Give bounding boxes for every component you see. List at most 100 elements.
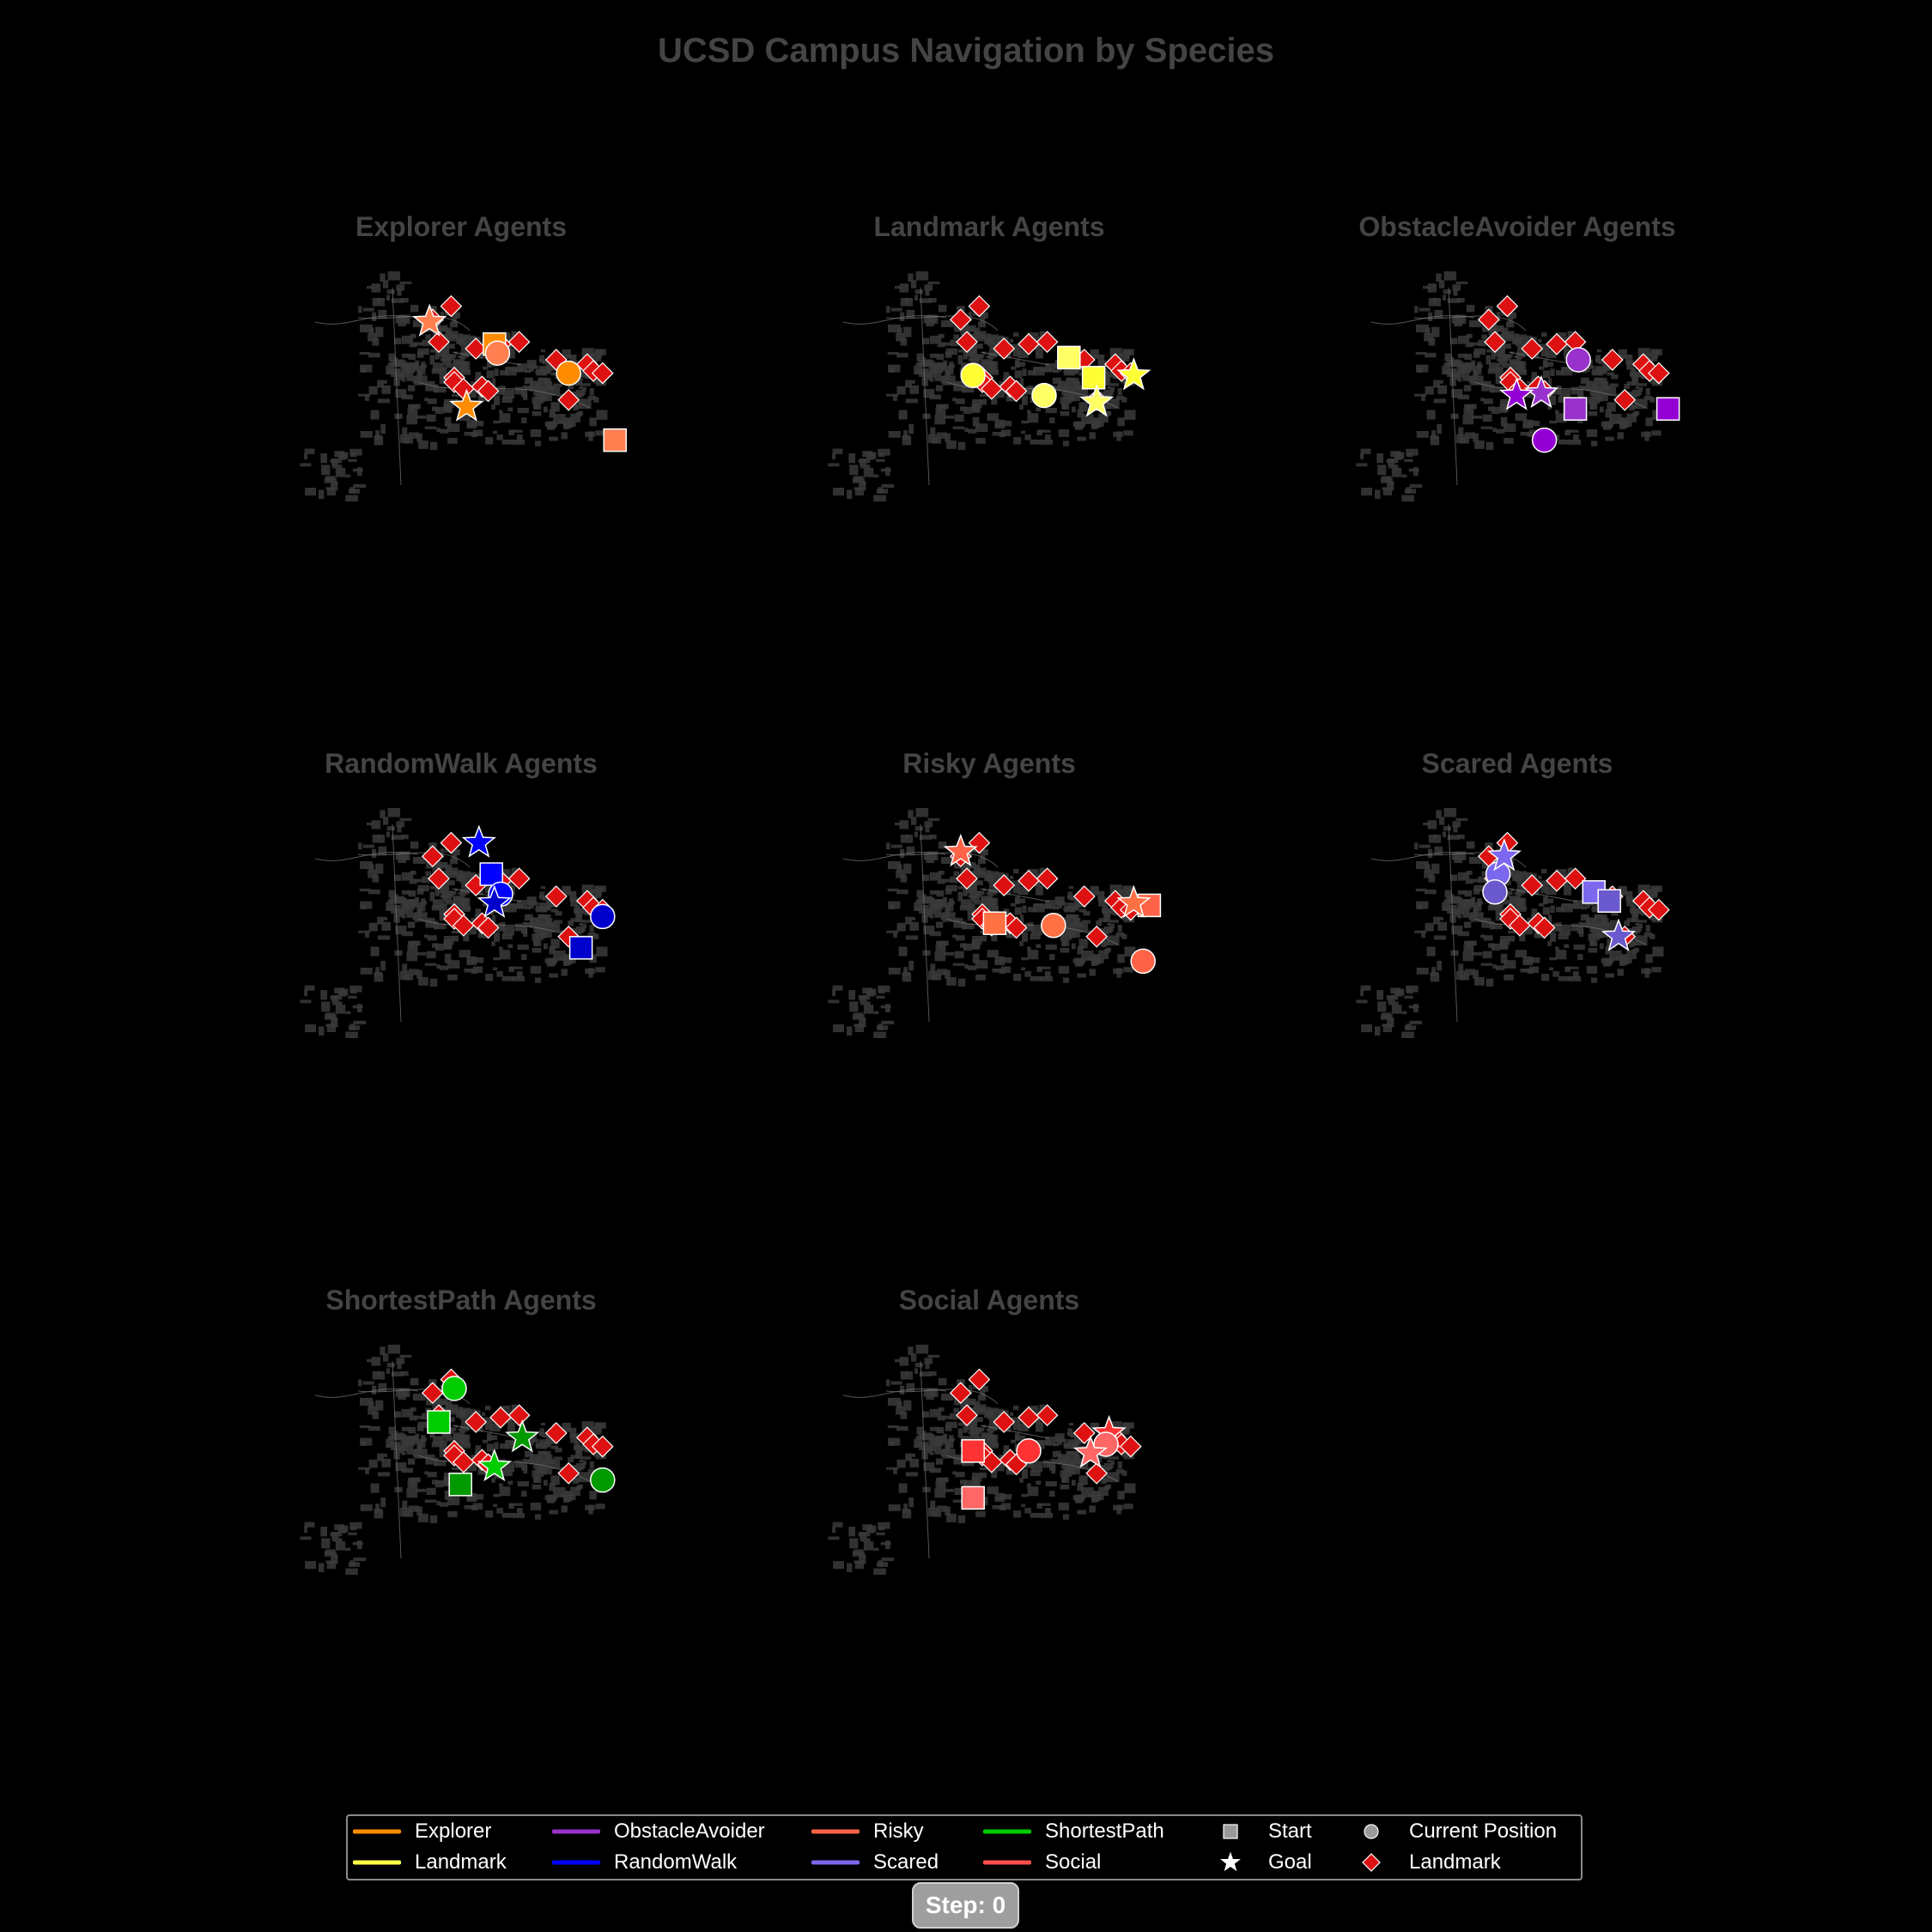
map-building — [1012, 884, 1020, 894]
map-building — [945, 888, 952, 895]
map-building — [945, 351, 952, 358]
map-building — [876, 459, 885, 462]
map-building — [507, 407, 513, 412]
map-building — [358, 930, 371, 933]
map-building — [555, 386, 561, 396]
map-building — [832, 985, 843, 991]
map-building — [1618, 349, 1627, 359]
map-building — [502, 389, 515, 399]
map-building — [960, 943, 967, 948]
map-road — [314, 852, 419, 861]
map-building — [362, 1381, 374, 1385]
map-building — [854, 1012, 864, 1018]
map-building — [544, 1479, 548, 1486]
map-building — [349, 448, 362, 456]
map-building — [536, 1442, 548, 1449]
map-road — [1370, 315, 1475, 325]
map-building — [1388, 465, 1399, 469]
map-building — [300, 999, 312, 1004]
legend-swatch — [1206, 1848, 1255, 1877]
map-building — [1516, 871, 1528, 876]
map-building — [880, 1541, 891, 1546]
map-building — [832, 1522, 843, 1528]
map-building — [1455, 908, 1464, 915]
map-building — [326, 1560, 336, 1569]
map-building — [994, 1492, 1005, 1502]
map-building — [938, 841, 947, 849]
map-building — [440, 428, 449, 434]
map-building — [1044, 1508, 1051, 1516]
map-building — [1103, 1462, 1112, 1470]
map-building — [460, 1425, 466, 1433]
map-building — [1572, 971, 1579, 979]
map-building — [401, 298, 409, 303]
map-building — [1515, 950, 1527, 958]
map-building — [1485, 349, 1498, 353]
map-building — [1419, 307, 1431, 312]
map-building — [538, 377, 547, 382]
step-button[interactable]: Step: 0 — [912, 1882, 1019, 1929]
map-building — [1100, 1467, 1110, 1472]
map-building — [414, 1449, 428, 1459]
map-building — [957, 441, 966, 450]
map-building — [1564, 429, 1571, 436]
map-building — [365, 1467, 369, 1474]
map-building — [903, 430, 908, 440]
map-building — [335, 1540, 346, 1551]
map-building — [1116, 968, 1121, 978]
map-building — [833, 1561, 844, 1570]
map-building — [1013, 974, 1022, 981]
legend-label: Current Position — [1409, 1820, 1558, 1843]
map-building — [936, 335, 942, 343]
map-building — [1103, 377, 1111, 386]
map-building — [331, 995, 339, 1003]
map-building — [331, 481, 338, 491]
map-building — [1430, 973, 1440, 982]
map-building — [439, 882, 450, 890]
map-road — [392, 823, 402, 1023]
map-building — [1580, 914, 1585, 921]
map-building — [511, 1404, 518, 1413]
map-building — [975, 343, 983, 349]
map-building — [997, 1462, 1005, 1472]
map-road — [1448, 287, 1458, 486]
map-building — [374, 436, 384, 446]
map-building — [1116, 431, 1121, 441]
map-building — [1464, 969, 1475, 975]
legend-swatch — [352, 1817, 402, 1846]
map-building — [1388, 459, 1395, 466]
map-building — [337, 989, 347, 997]
map-road — [842, 315, 947, 325]
map-building — [447, 974, 458, 981]
map-building — [1458, 890, 1467, 895]
map-building — [1030, 1470, 1041, 1477]
map-building — [345, 1547, 351, 1552]
map-building — [513, 1513, 526, 1518]
map-building — [455, 848, 460, 856]
map-building — [949, 1435, 954, 1443]
map-building — [1439, 380, 1443, 384]
map-building — [375, 967, 380, 976]
map-building — [952, 426, 965, 429]
map-building — [1430, 971, 1439, 976]
map-building — [938, 1477, 949, 1483]
map-road — [980, 351, 1050, 366]
map-building — [1098, 413, 1109, 422]
map-building — [1451, 926, 1463, 935]
map-building — [1060, 947, 1070, 953]
map-building — [445, 327, 453, 334]
map-building — [425, 871, 432, 876]
map-building — [1652, 946, 1664, 957]
legend-item-obstacleavoider: ObstacleAvoider — [551, 1817, 765, 1846]
map-building — [957, 1428, 963, 1438]
map-building — [426, 951, 436, 958]
map-building — [1077, 973, 1086, 978]
map-building — [876, 489, 889, 494]
map-building — [960, 1403, 966, 1409]
map-building — [1538, 875, 1542, 879]
map-building — [1526, 335, 1533, 343]
landmark-marker — [968, 1368, 991, 1391]
map-building — [325, 476, 336, 482]
map-building — [491, 914, 496, 924]
map-building — [1042, 1460, 1051, 1468]
